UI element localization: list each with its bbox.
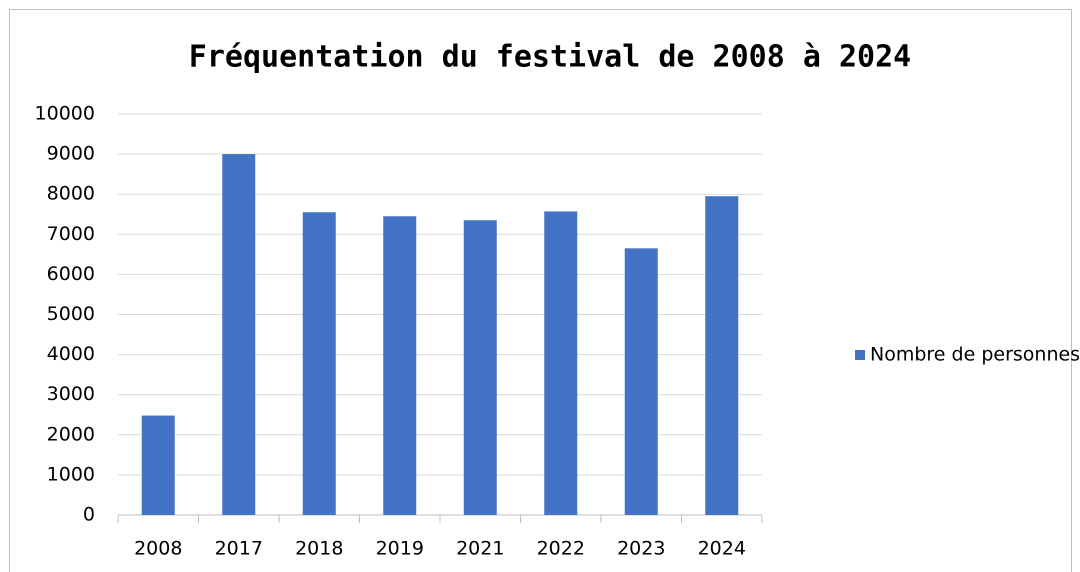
y-tick-label: 10000 <box>35 103 95 125</box>
y-tick-label: 7000 <box>47 223 95 245</box>
bar <box>705 196 739 515</box>
y-tick-label: 5000 <box>47 303 95 325</box>
y-tick-label: 3000 <box>47 383 95 405</box>
bar <box>624 248 658 515</box>
y-tick-label: 4000 <box>47 343 95 365</box>
x-tick-label: 2017 <box>215 538 263 560</box>
x-tick-label: 2022 <box>537 538 585 560</box>
x-tick-label: 2018 <box>295 538 343 560</box>
bar <box>463 220 497 515</box>
bar <box>383 216 417 515</box>
y-tick-label: 8000 <box>47 183 95 205</box>
bar <box>141 415 175 515</box>
legend-label: Nombre de personnes <box>870 344 1080 366</box>
y-tick-label: 6000 <box>47 263 95 285</box>
x-tick-label: 2023 <box>617 538 665 560</box>
x-tick-label: 2008 <box>134 538 182 560</box>
chart-frame <box>9 9 1072 572</box>
x-tick-label: 2021 <box>456 538 504 560</box>
x-tick-label: 2024 <box>698 538 746 560</box>
y-tick-label: 2000 <box>47 423 95 445</box>
chart-title: Fréquentation du festival de 2008 à 2024 <box>189 40 911 75</box>
y-tick-label: 1000 <box>47 463 95 485</box>
x-tick-label: 2019 <box>376 538 424 560</box>
y-tick-label: 9000 <box>47 143 95 165</box>
bar <box>544 211 578 515</box>
bar <box>302 212 336 515</box>
legend-swatch <box>855 350 865 360</box>
bar <box>222 154 256 515</box>
y-tick-label: 0 <box>83 504 95 526</box>
